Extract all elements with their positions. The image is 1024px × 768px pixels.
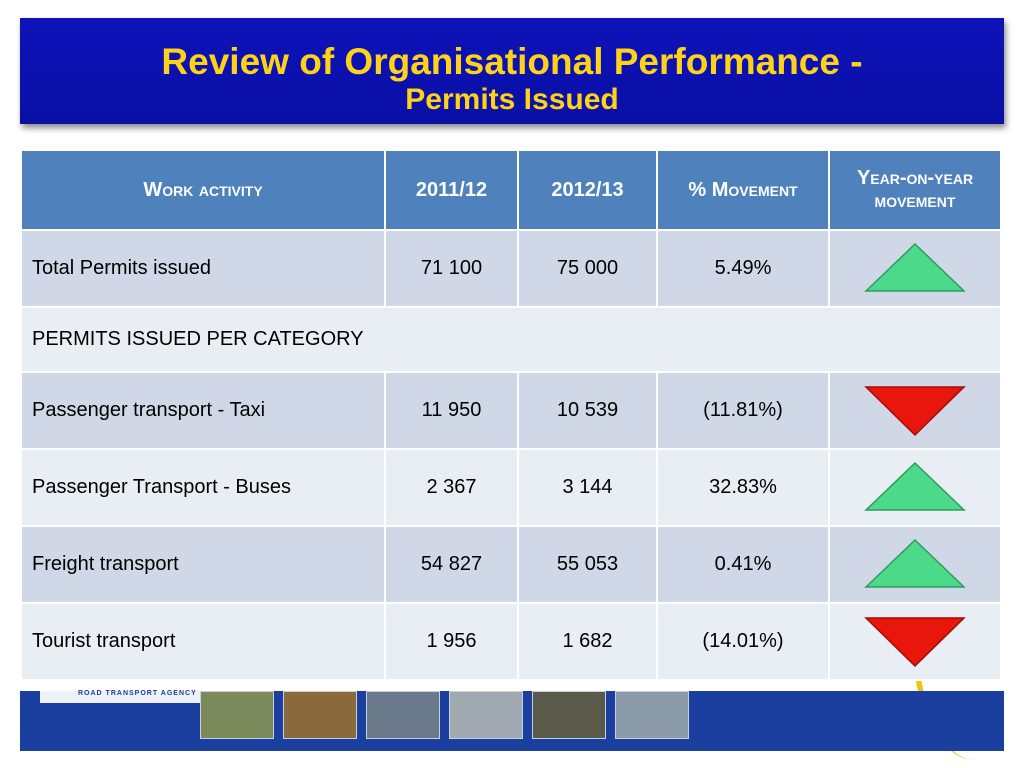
- trend-cell: [828, 229, 1002, 308]
- triangle-up-icon: [864, 461, 966, 511]
- photo-thumbnail: [200, 691, 274, 739]
- page-title: Review of Organisational Performance -: [161, 41, 863, 82]
- row-label: Passenger Transport - Buses: [20, 448, 386, 527]
- header-work-activity: Work activity: [20, 149, 386, 231]
- row-label: Tourist transport: [20, 602, 386, 681]
- value-percent-movement: (14.01%): [656, 602, 830, 681]
- table-row: Tourist transport 1 956 1 682 (14.01%): [20, 602, 1002, 681]
- logo-text: ROAD TRANSPORT AGENCY: [78, 690, 197, 697]
- row-label: Passenger transport - Taxi: [20, 371, 386, 450]
- triangle-down-icon: [864, 385, 966, 436]
- photo-thumbnail: [366, 691, 440, 739]
- table-row: Freight transport 54 827 55 053 0.41%: [20, 525, 1002, 604]
- triangle-down-icon: [864, 616, 966, 667]
- value-2012-13: 55 053: [517, 525, 658, 604]
- value-2011-12: 11 950: [384, 371, 519, 450]
- table-header-row: Work activity 2011/12 2012/13 % Movement…: [20, 149, 1002, 231]
- value-percent-movement: (11.81%): [656, 371, 830, 450]
- value-2011-12: 2 367: [384, 448, 519, 527]
- trend-cell: [828, 448, 1002, 527]
- trend-cell: [828, 525, 1002, 604]
- header-year-on-year: Year-on-year movement: [828, 149, 1002, 231]
- value-2011-12: 1 956: [384, 602, 519, 681]
- table-row: Passenger Transport - Buses 2 367 3 144 …: [20, 448, 1002, 527]
- trend-cell: [828, 602, 1002, 681]
- page-subtitle: Permits Issued: [405, 83, 619, 116]
- value-2011-12: 71 100: [384, 229, 519, 308]
- permits-table: Work activity 2011/12 2012/13 % Movement…: [20, 149, 1002, 681]
- photo-thumbnail: [532, 691, 606, 739]
- table-row: Passenger transport - Taxi 11 950 10 539…: [20, 371, 1002, 450]
- header-2011-12: 2011/12: [384, 149, 519, 231]
- header-2012-13: 2012/13: [517, 149, 658, 231]
- table-row: Total Permits issued 71 100 75 000 5.49%: [20, 229, 1002, 308]
- trend-cell: [828, 371, 1002, 450]
- row-label: Total Permits issued: [20, 229, 386, 308]
- value-percent-movement: 5.49%: [656, 229, 830, 308]
- footer-band: ROAD TRANSPORT AGENCY: [20, 690, 1004, 751]
- value-percent-movement: 0.41%: [656, 525, 830, 604]
- logo: ROAD TRANSPORT AGENCY: [40, 690, 220, 703]
- photo-thumbnail: [283, 691, 357, 739]
- triangle-up-icon: [864, 538, 966, 588]
- value-2011-12: 54 827: [384, 525, 519, 604]
- photo-thumbnail: [615, 691, 689, 739]
- row-label: Freight transport: [20, 525, 386, 604]
- title-banner: Review of Organisational Performance - P…: [20, 18, 1004, 124]
- triangle-up-icon: [864, 242, 966, 292]
- value-2012-13: 1 682: [517, 602, 658, 681]
- header-percent-movement: % Movement: [656, 149, 830, 231]
- category-label: PERMITS ISSUED PER CATEGORY: [20, 306, 1002, 373]
- value-percent-movement: 32.83%: [656, 448, 830, 527]
- value-2012-13: 75 000: [517, 229, 658, 308]
- value-2012-13: 3 144: [517, 448, 658, 527]
- value-2012-13: 10 539: [517, 371, 658, 450]
- photo-thumbnail: [449, 691, 523, 739]
- category-row: PERMITS ISSUED PER CATEGORY: [20, 306, 1002, 373]
